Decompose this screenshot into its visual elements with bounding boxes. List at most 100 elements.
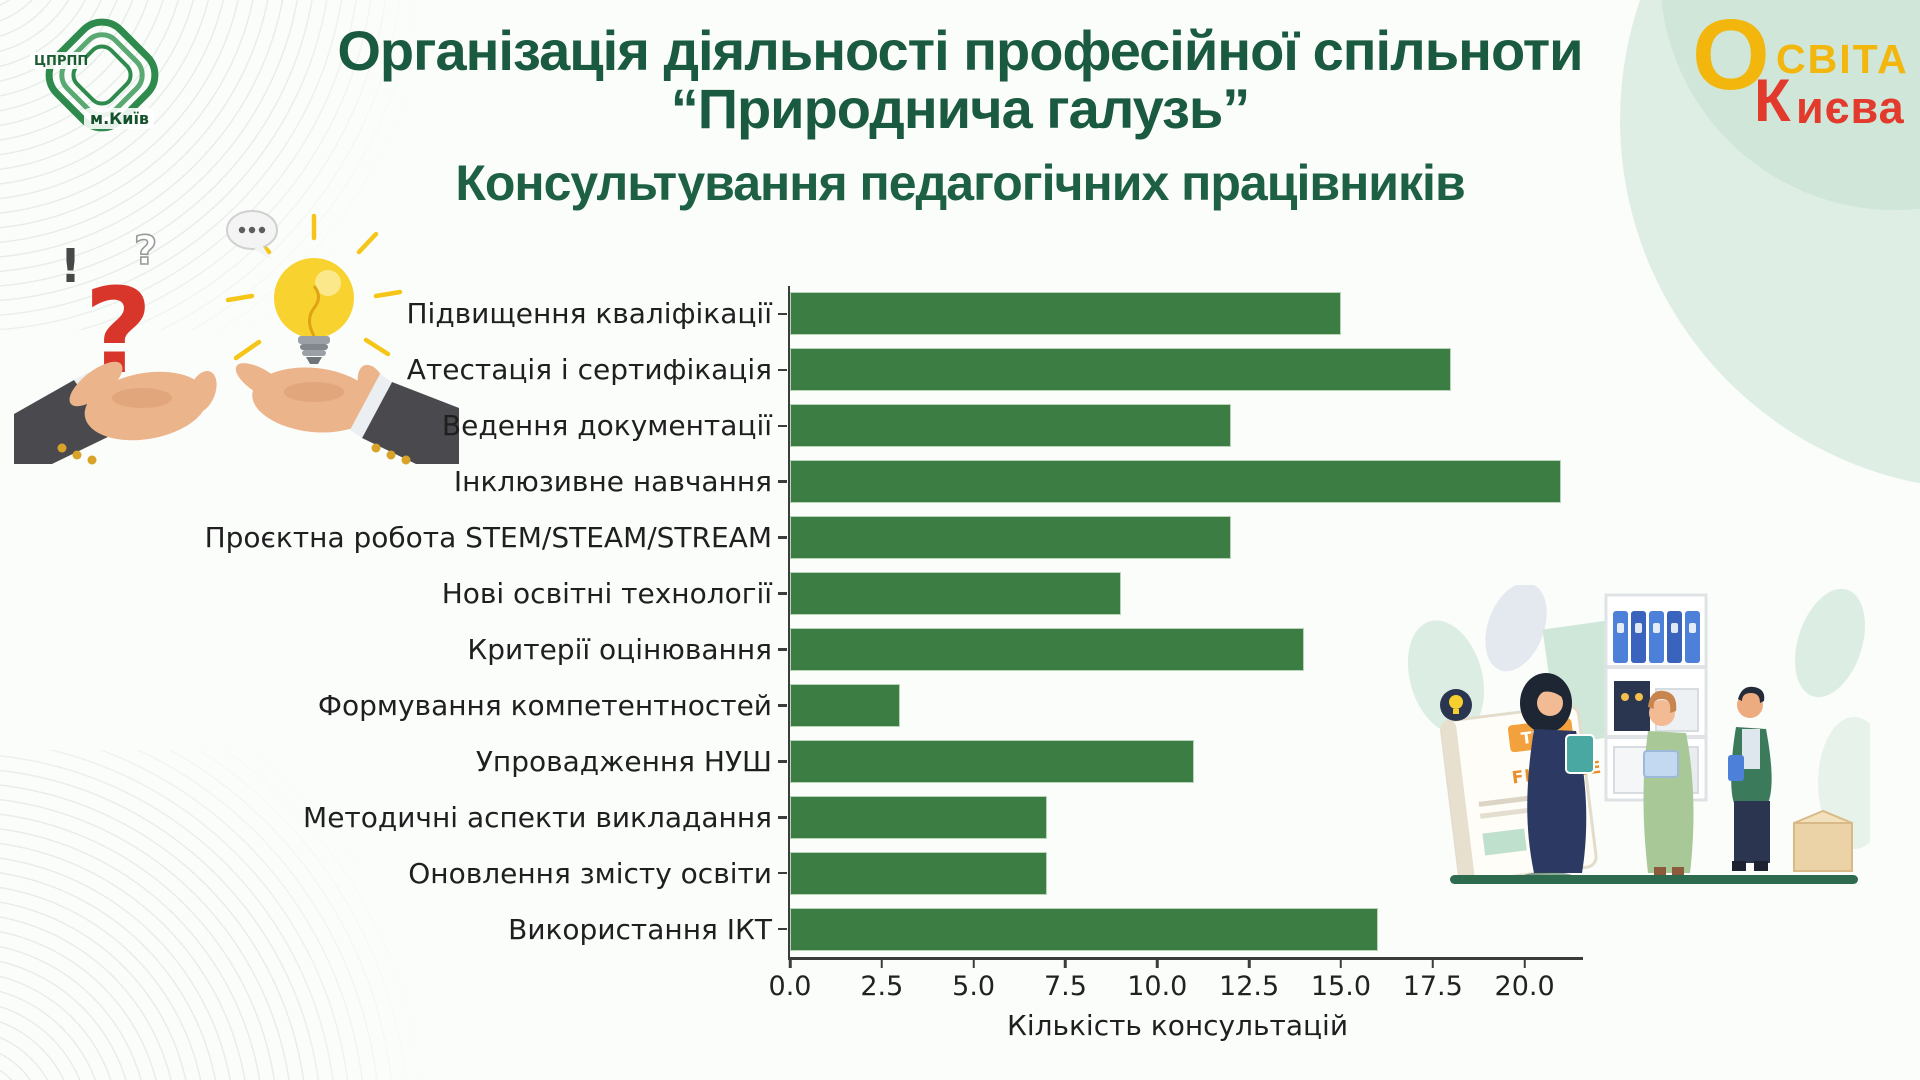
chart-row: Методичні аспекти викладання [303, 789, 1565, 845]
emblem-acronym: ЦПРПП [34, 54, 88, 69]
bulb-rays-icon [225, 213, 403, 361]
x-tick-mark [972, 959, 975, 968]
cardboard-boxes [1793, 809, 1853, 872]
chart-row: Критерії оцінювання [467, 622, 1565, 678]
category-label: Упровадження НУШ [475, 744, 772, 778]
chart-subtitle: Консультування педагогічних працівників [455, 155, 1465, 211]
chart-row: Оновлення змісту освіти [408, 845, 1565, 901]
x-tick-mark [1247, 959, 1251, 968]
speech-bubble-icon [226, 210, 278, 260]
category-tick [778, 704, 787, 707]
bar [790, 851, 1048, 895]
category-tick [778, 480, 787, 483]
category-tick [778, 536, 787, 539]
x-tick-mark [880, 959, 884, 968]
bar [790, 683, 901, 727]
x-tick-label: 10.0 [1127, 971, 1188, 1002]
x-tick-label: 15.0 [1310, 971, 1371, 1002]
bar [790, 795, 1048, 839]
x-tick-label: 7.5 [1043, 971, 1087, 1002]
chart-row: Підвищення кваліфікації [406, 286, 1565, 342]
x-tick-mark [788, 959, 792, 968]
x-tick-mark [1523, 959, 1526, 968]
emblem-text-backing [30, 52, 86, 69]
chart-row: Проєктна робота STEM/STEAM/STREAM [205, 510, 1565, 566]
teachers-office-illustration: TIPS FINANCE [1407, 585, 1870, 884]
chart-row: Використання ІКТ [508, 901, 1565, 957]
category-tick [778, 312, 787, 316]
bar [790, 572, 1121, 616]
bar [790, 739, 1195, 783]
left-hand [69, 361, 217, 441]
category-tick [778, 368, 787, 372]
exclamation-mark: ! [60, 239, 81, 293]
bar-chart: Підвищення кваліфікації Атестація і серти… [205, 286, 1583, 1042]
category-tick [778, 648, 787, 651]
chart-row: Атестація і сертифікація [407, 342, 1565, 398]
x-tick-mark [1064, 959, 1067, 968]
lightbulb-icon [274, 258, 354, 364]
x-axis-label: Кількість консультацій [1006, 1009, 1349, 1042]
x-tick-label: 12.5 [1219, 971, 1280, 1002]
person-woman-green [1643, 690, 1694, 877]
category-label: Атестація і сертифікація [406, 353, 772, 387]
chart-row: Нові освітні технології [442, 566, 1565, 622]
binders-row [1613, 611, 1700, 663]
osvita-kyieva-logo: О СВІТА К иєва [1692, 0, 1917, 139]
question-outline-icon: ? [134, 228, 157, 274]
chart-rows: Підвищення кваліфікації Атестація і серти… [205, 286, 1565, 957]
bar [790, 627, 1305, 671]
page-title-line2: “Природнича галузь” [670, 77, 1251, 140]
category-label: Оновлення змісту освіти [408, 856, 772, 890]
category-label: Ведення документації [441, 409, 772, 443]
emblem-city: м.Київ [90, 109, 149, 128]
cprpp-logo: ЦПРПП м.Київ [30, 18, 159, 132]
bar [790, 907, 1378, 951]
category-label: Нові освітні технології [441, 577, 772, 611]
page-title-line1: Організація діяльності професійної спіль… [337, 19, 1583, 82]
x-tick-mark [1431, 959, 1435, 968]
bar [790, 460, 1562, 504]
bar [790, 404, 1231, 448]
category-tick [778, 592, 787, 595]
x-tick-label: 0.0 [768, 971, 812, 1002]
emblem-city-backing [84, 108, 154, 129]
x-tick-mark [1339, 959, 1343, 968]
ground-line [1450, 875, 1858, 884]
category-label: Формування компетентностей [317, 688, 772, 722]
x-tick-label: 17.5 [1402, 971, 1463, 1002]
tips-bulb-icon [1440, 689, 1472, 721]
category-label: Інклюзивне навчання [453, 465, 772, 499]
chart-row: Інклюзивне навчання [454, 454, 1565, 510]
logo-letter-k: К [1754, 67, 1791, 134]
bar [790, 292, 1341, 336]
x-tick-label: 2.5 [860, 971, 904, 1002]
category-label: Методичні аспекти викладання [303, 800, 772, 834]
category-tick [778, 424, 787, 428]
logo-svita-text: СВІТА [1776, 36, 1909, 82]
right-hand [235, 363, 387, 433]
guilloche-pattern-bottom-left [0, 750, 430, 1080]
x-axis: 0.0 2.5 5.0 7.5 10.0 12.5 15.0 17.5 20.0 [769, 957, 1565, 1017]
category-label: Критерії оцінювання [467, 632, 772, 666]
logo-letter-o: О [1692, 0, 1770, 111]
person-man-vest [1728, 686, 1772, 871]
bar [790, 516, 1231, 560]
category-tick [778, 871, 787, 875]
chart-row: Ведення документації [442, 398, 1565, 454]
x-tick-label: 20.0 [1494, 971, 1555, 1002]
hands-idea-illustration: ! ? ? [14, 210, 459, 465]
x-tick-label: 5.0 [952, 971, 996, 1002]
x-tick-mark [1156, 959, 1159, 968]
category-label: Використання ІКТ [508, 912, 772, 946]
category-tick [778, 927, 787, 931]
logo-kyieva-text: иєва [1796, 82, 1905, 133]
chart-row: Упровадження НУШ [476, 733, 1565, 789]
right-suit-sleeve [350, 374, 459, 465]
category-label: Проєктна робота STEM/STEAM/STREAM [204, 521, 772, 555]
x-axis-spine [787, 957, 1583, 960]
chart-row: Формування компетентностей [318, 677, 1565, 733]
category-label: Підвищення кваліфікації [406, 297, 772, 331]
category-tick [778, 816, 787, 819]
